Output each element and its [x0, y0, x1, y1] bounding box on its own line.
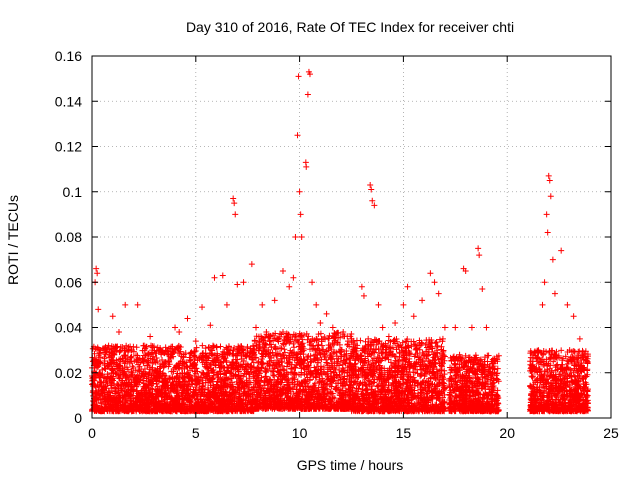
roti-scatter-chart: 051015202500.020.040.060.080.10.120.140.…	[0, 0, 640, 480]
